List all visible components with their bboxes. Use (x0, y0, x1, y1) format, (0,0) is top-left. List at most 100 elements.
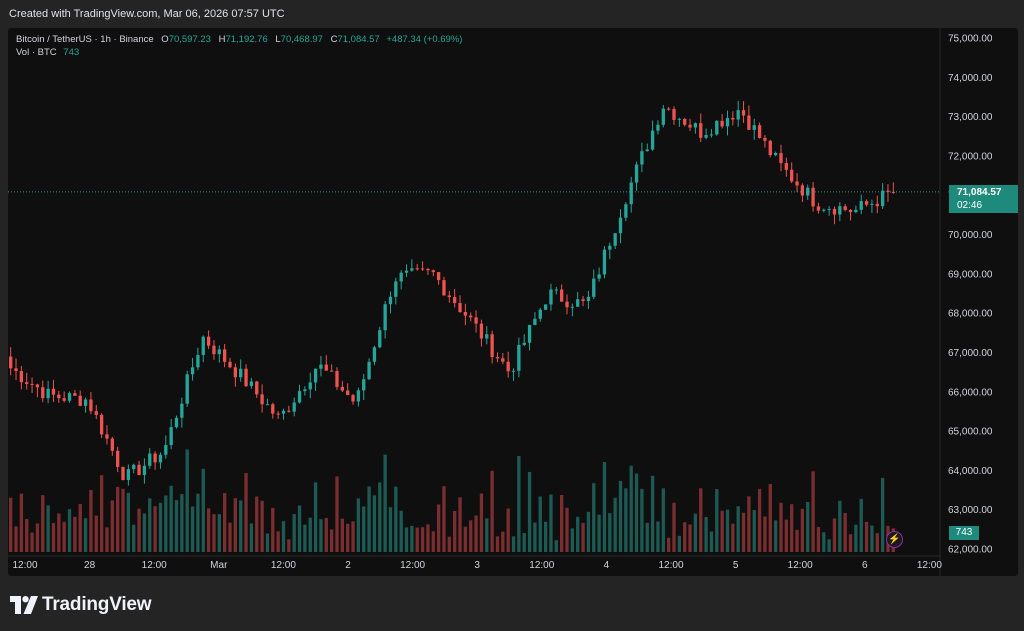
candle-body (255, 381, 259, 395)
volume-bar (276, 531, 280, 552)
x-tick-label: 12:00 (788, 560, 813, 571)
candle-body (442, 280, 446, 296)
tradingview-logo[interactable]: TradingView (10, 594, 152, 616)
volume-bar (116, 486, 120, 552)
volume-bar (367, 486, 371, 552)
candle-body (356, 390, 361, 402)
candle-body (581, 299, 585, 302)
candle-body (30, 383, 34, 385)
volume-bar (297, 505, 302, 552)
volume-bar (875, 533, 879, 552)
volume-bar (206, 508, 211, 552)
volume-bar (190, 506, 195, 552)
candle-body (618, 217, 623, 234)
candle-body (426, 268, 430, 271)
volume-bar (602, 462, 607, 552)
volume-bar (132, 524, 136, 552)
lightning-icon[interactable]: ⚡ (886, 531, 903, 548)
candle-body (14, 368, 18, 372)
candle-body (688, 124, 692, 128)
volume-bar (784, 519, 788, 552)
candle-body (522, 342, 526, 345)
volume-bar (560, 494, 564, 552)
y-tick-label: 73,000.00 (948, 112, 993, 123)
candle-body (848, 209, 853, 213)
candle-body (747, 115, 751, 130)
chart-pane[interactable]: 75,000.00 74,000.00 73,000.00 72,000.00 71,0… (8, 28, 1018, 576)
close-label: C (330, 34, 338, 45)
volume-bar (688, 524, 692, 552)
candle-body (153, 453, 157, 463)
candle-body (859, 201, 863, 210)
candle-body (394, 281, 398, 297)
change-value: +487.34 (+0.69%) (386, 34, 463, 45)
volume-bar (522, 533, 526, 552)
close-value: 71,084.57 (337, 34, 380, 45)
tv-logo-icon (10, 596, 38, 614)
candle-body (736, 110, 740, 120)
candle-body (506, 361, 510, 372)
volume-bar (265, 533, 270, 552)
x-tick-label: 12:00 (529, 560, 554, 571)
candle-body (239, 368, 243, 378)
bar-countdown: 02:46 (957, 200, 983, 211)
candle-body (78, 395, 82, 406)
candle-body (602, 249, 607, 275)
candle-body (634, 164, 639, 183)
y-tick-label: 65,000.00 (948, 427, 993, 438)
x-tick-label: 28 (84, 560, 96, 571)
volume-bar (870, 525, 874, 552)
candle-body (458, 303, 462, 312)
volume-bar (463, 526, 468, 552)
candle-body (752, 125, 756, 130)
volume-bar (217, 514, 221, 552)
volume-bar (501, 531, 505, 552)
volume-bar (453, 511, 457, 552)
candle-body (715, 120, 719, 135)
candle-body (228, 361, 232, 368)
candle-body (46, 388, 50, 399)
volume-bar (773, 520, 778, 552)
volume-bar (30, 532, 34, 552)
candle-body (367, 361, 371, 380)
candle-body (410, 268, 414, 271)
volume-bar (747, 496, 751, 552)
volume-bar (431, 531, 435, 552)
candle-body (720, 120, 724, 127)
volume-bar (399, 510, 403, 552)
candle-body (538, 309, 542, 319)
volume-bar (142, 513, 147, 552)
volume-bar (864, 521, 869, 552)
candle-body (640, 151, 644, 165)
candle-body (693, 123, 698, 128)
volume-bar (201, 468, 205, 552)
volume-bar (25, 518, 29, 552)
volume-bar (816, 526, 821, 552)
volume-bar (121, 488, 125, 552)
candle-body (843, 206, 847, 210)
symbol-title[interactable]: Bitcoin / TetherUS · 1h · Binance (16, 34, 154, 45)
candle-body (319, 364, 323, 369)
volume-bar (517, 455, 521, 552)
high-value: 71,192.76 (225, 34, 268, 45)
volume-bar (35, 523, 40, 552)
candle-body (517, 344, 521, 371)
volume-bar (731, 523, 735, 552)
candle-body (469, 315, 473, 318)
candle-body (501, 358, 505, 362)
volume-bar (565, 507, 569, 552)
candle-body (132, 464, 136, 470)
y-tick-label: 66,000.00 (948, 387, 993, 398)
volume-bar (158, 502, 163, 552)
x-tick-label: 12:00 (400, 560, 425, 571)
candlestick-chart[interactable]: 75,000.00 74,000.00 73,000.00 72,000.00 71,0… (8, 28, 1018, 576)
candle-body (741, 110, 746, 116)
y-tick-label: 68,000.00 (948, 309, 993, 320)
candle-body (661, 108, 665, 125)
x-tick-label: Mar (210, 560, 228, 571)
candle-body (265, 404, 270, 406)
volume-bar (838, 500, 842, 552)
volume-bar (255, 496, 259, 552)
volume-bar (624, 488, 628, 552)
candle-body (57, 394, 61, 399)
